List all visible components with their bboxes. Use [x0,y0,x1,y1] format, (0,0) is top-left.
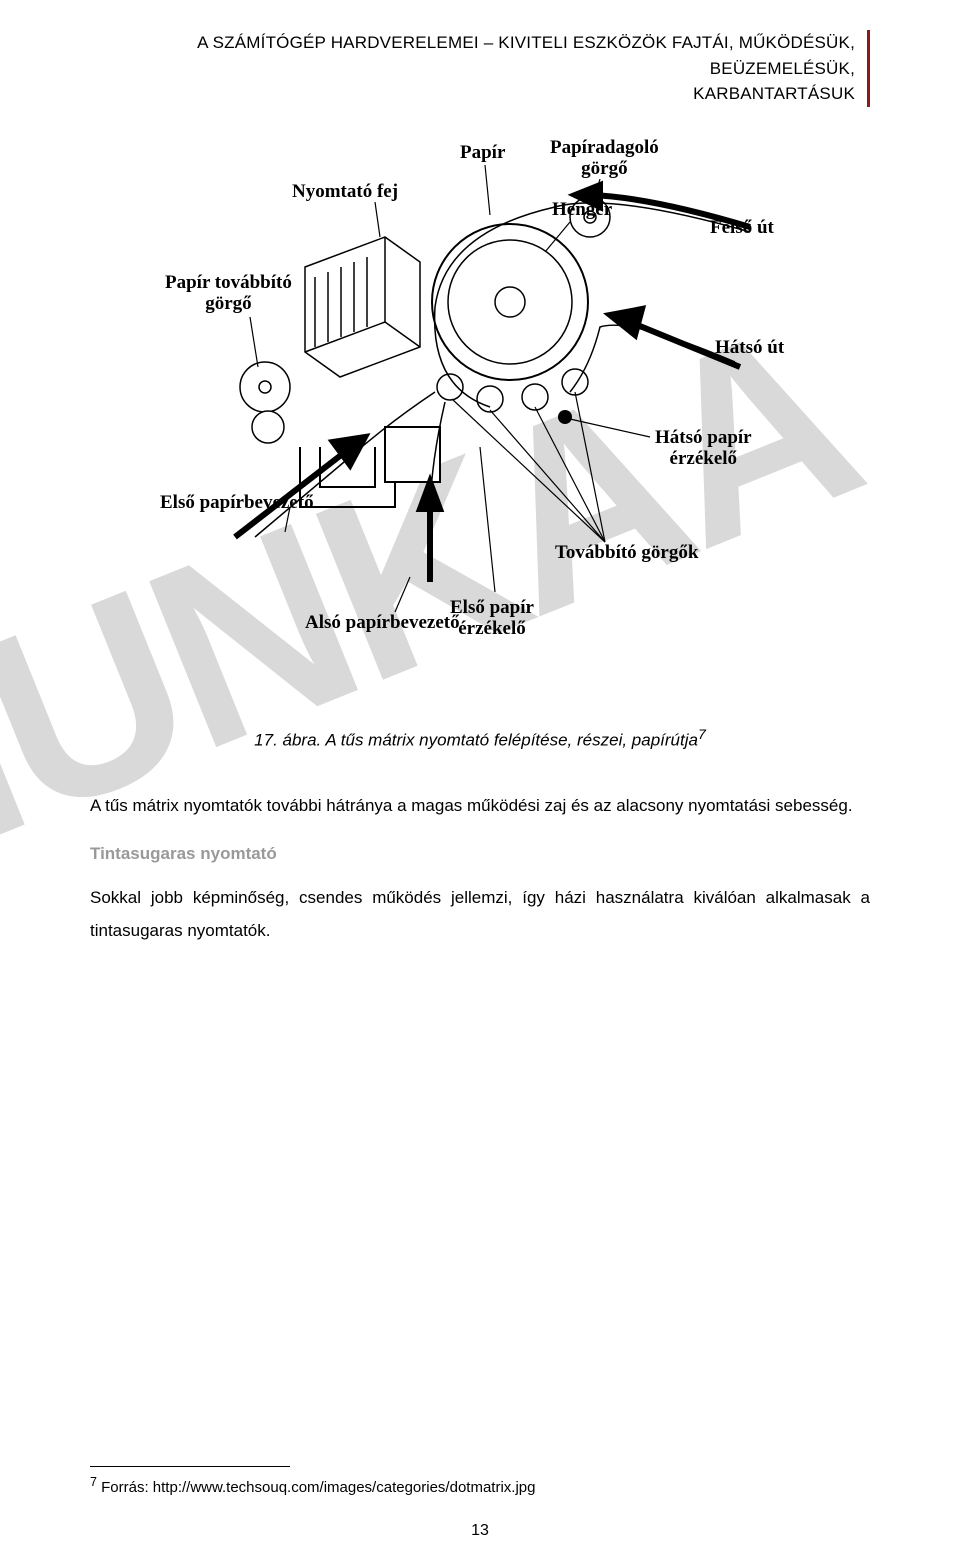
footer: 7 Forrás: http://www.techsouq.com/images… [90,1466,870,1496]
page-number: 13 [0,1522,960,1540]
header-line-2: KARBANTARTÁSUK [90,81,855,107]
label-henger: Henger [552,199,612,221]
label-also-papirbevezeto: Alsó papírbevezető [305,612,460,634]
paragraph-2: Sokkal jobb képminőség, csendes működés … [90,882,870,947]
printer-diagram: Papír Papíradagoló görgő Nyomtató fej He… [90,137,870,667]
footnote-rule [90,1466,290,1467]
label-hatso-ut: Hátsó út [715,337,784,359]
content-layer: A SZÁMÍTÓGÉP HARDVERELEMEI – KIVITELI ES… [90,30,870,947]
caption-text: 17. ábra. A tűs mátrix nyomtató felépíté… [254,730,698,749]
label-nyomtatofej: Nyomtató fej [292,181,398,203]
page: MUNKAA A SZÁMÍTÓGÉP HARDVERELEMEI – KIVI… [0,0,960,1566]
label-elso-erzekelo: Első papír érzékelő [450,597,534,641]
paragraph-1: A tűs mátrix nyomtatók további hátránya … [90,790,870,822]
label-tovabbito-gorgok: Továbbító görgők [555,542,698,564]
footnote-marker: 7 [90,1475,97,1489]
caption-sup: 7 [698,727,706,743]
label-papirtovabbito: Papír továbbító görgő [165,272,292,316]
header-line-1: A SZÁMÍTÓGÉP HARDVERELEMEI – KIVITELI ES… [90,30,855,81]
label-felso-ut: Felső út [710,217,774,239]
subheading-tintasugaras: Tintasugaras nyomtató [90,844,870,864]
footnote-text: Forrás: http://www.techsouq.com/images/c… [97,1479,536,1496]
label-elso-papirbevezeto: Első papírbevezető [160,492,314,514]
page-header: A SZÁMÍTÓGÉP HARDVERELEMEI – KIVITELI ES… [90,30,870,107]
label-hatso-erzekelo: Hátsó papír érzékelő [655,427,752,471]
figure-caption: 17. ábra. A tűs mátrix nyomtató felépíté… [90,727,870,751]
footnote: 7 Forrás: http://www.techsouq.com/images… [90,1475,870,1496]
label-papir: Papír [460,142,505,164]
label-papiradagolo: Papíradagoló görgő [550,137,659,181]
